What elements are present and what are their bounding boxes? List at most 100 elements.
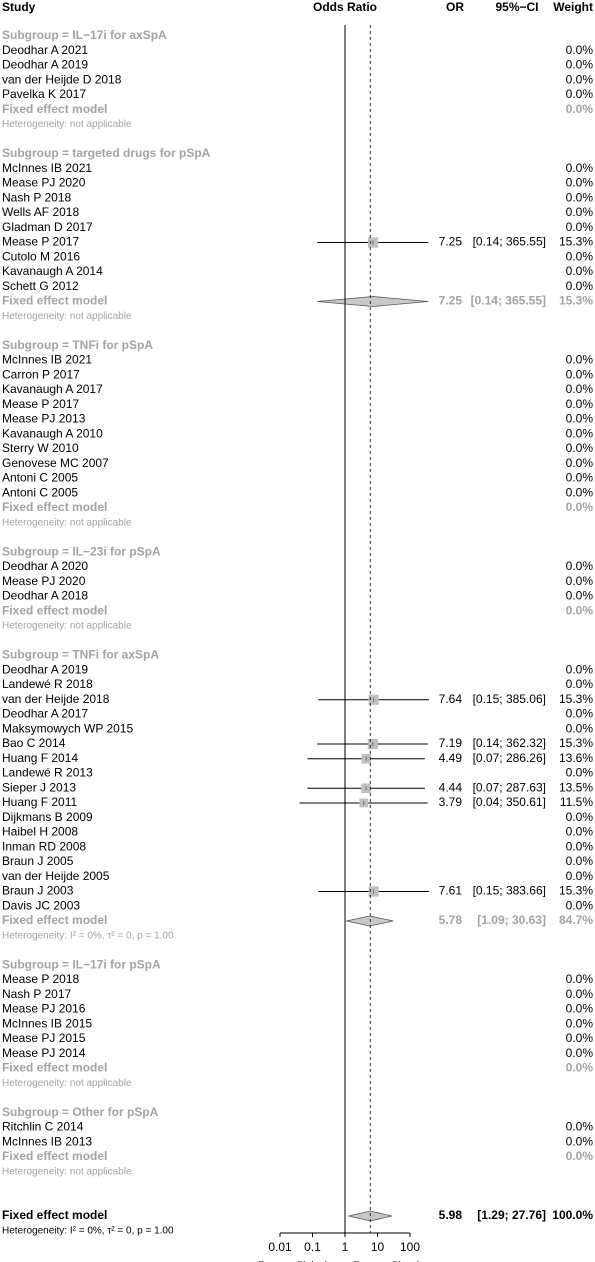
weight-label: 15.3% xyxy=(559,736,593,750)
heterogeneity: Heterogeneity: not applicable xyxy=(2,517,132,528)
ci-label: [1.09; 30.63] xyxy=(477,913,546,927)
weight-label: 0.0% xyxy=(566,471,594,485)
subgroup-title: Subgroup = targeted drugs for pSpA xyxy=(2,146,211,160)
weight-label: 0.0% xyxy=(566,869,594,883)
weight-label: 0.0% xyxy=(566,972,594,986)
weight-label: 0.0% xyxy=(566,662,594,676)
study-name: Deodhar A 2021 xyxy=(2,43,88,57)
fixed-label: Fixed effect model xyxy=(2,294,107,308)
subgroup-title: Subgroup = IL−17i for axSpA xyxy=(2,28,167,42)
ci-label: [0.14; 365.55] xyxy=(473,235,546,249)
study-name: Sterry W 2010 xyxy=(2,441,79,455)
study-name: Deodhar A 2017 xyxy=(2,707,88,721)
weight-label: 0.0% xyxy=(566,810,594,824)
weight-label: 0.0% xyxy=(566,161,594,175)
study-name: van der Heijde 2018 xyxy=(2,692,110,706)
study-name: Nash P 2018 xyxy=(2,190,71,204)
study-name: Huang F 2011 xyxy=(2,795,77,809)
weight-label: 0.0% xyxy=(566,1031,594,1045)
heterogeneity: Heterogeneity: I² = 0%, τ² = 0, p = 1.00 xyxy=(2,930,174,941)
study-name: Schett G 2012 xyxy=(2,279,79,293)
fixed-label: Fixed effect model xyxy=(2,102,107,116)
weight-label: 0.0% xyxy=(566,205,594,219)
weight-label: 0.0% xyxy=(566,397,594,411)
study-name: Ritchlin C 2014 xyxy=(2,1120,84,1134)
weight-label: 0.0% xyxy=(566,603,594,617)
study-name: Genovese MC 2007 xyxy=(2,456,109,470)
heterogeneity: Heterogeneity: not applicable xyxy=(2,621,132,632)
study-name: Mease PJ 2013 xyxy=(2,412,86,426)
weight-label: 0.0% xyxy=(566,589,594,603)
summary-diamond xyxy=(346,915,394,927)
weight-label: 0.0% xyxy=(566,898,594,912)
or-value: 7.25 xyxy=(439,294,463,308)
weight-label: 0.0% xyxy=(566,500,594,514)
study-name: McInnes IB 2021 xyxy=(2,353,92,367)
weight-label: 0.0% xyxy=(566,721,594,735)
study-name: Bao C 2014 xyxy=(2,736,66,750)
weight-label: 0.0% xyxy=(566,353,594,367)
header-or: OR xyxy=(446,0,464,14)
heterogeneity: Heterogeneity: not applicable xyxy=(2,1078,132,1089)
heterogeneity: Heterogeneity: not applicable xyxy=(2,311,132,322)
subgroup-title: Subgroup = TNFi for pSpA xyxy=(2,338,153,352)
fixed-label: Fixed effect model xyxy=(2,500,107,514)
weight-label: 84.7% xyxy=(559,913,593,927)
weight-label: 0.0% xyxy=(566,220,594,234)
weight-label: 0.0% xyxy=(566,382,594,396)
header-ci: 95%−CI xyxy=(495,0,538,14)
study-name: Landewé R 2018 xyxy=(2,677,93,691)
or-value: 5.98 xyxy=(439,1208,463,1222)
study-name: Davis JC 2003 xyxy=(2,898,80,912)
weight-label: 0.0% xyxy=(566,1149,594,1163)
study-name: Kavanaugh A 2017 xyxy=(2,382,103,396)
study-name: Deodhar A 2019 xyxy=(2,58,88,72)
weight-label: 0.0% xyxy=(566,412,594,426)
study-name: Haibel H 2008 xyxy=(2,825,78,839)
study-name: Antoni C 2005 xyxy=(2,471,78,485)
or-value: 5.78 xyxy=(439,913,463,927)
weight-label: 11.5% xyxy=(560,795,593,809)
or-value: 4.49 xyxy=(439,751,463,765)
summary-diamond xyxy=(317,296,429,307)
study-name: Braun J 2003 xyxy=(2,884,74,898)
weight-label: 0.0% xyxy=(566,766,594,780)
or-value: 4.44 xyxy=(439,780,463,794)
study-name: Mease PJ 2015 xyxy=(2,1031,86,1045)
heterogeneity: Heterogeneity: not applicable xyxy=(2,1166,132,1177)
weight-label: 0.0% xyxy=(566,249,594,263)
fixed-label: Fixed effect model xyxy=(2,1149,107,1163)
weight-label: 0.0% xyxy=(566,1002,594,1016)
study-name: Antoni C 2005 xyxy=(2,485,78,499)
study-name: McInnes IB 2021 xyxy=(2,161,92,175)
weight-label: 100.0% xyxy=(552,1208,593,1222)
study-name: Mease PJ 2016 xyxy=(2,1002,86,1016)
weight-label: 0.0% xyxy=(566,574,594,588)
study-name: Deodhar A 2020 xyxy=(2,559,88,573)
study-name: Carron P 2017 xyxy=(2,367,80,381)
weight-label: 0.0% xyxy=(566,456,594,470)
study-name: Dijkmans B 2009 xyxy=(2,810,93,824)
ci-label: [0.04; 350.61] xyxy=(473,795,546,809)
ci-label: [0.15; 385.06] xyxy=(473,692,546,706)
study-name: Mease PJ 2020 xyxy=(2,574,86,588)
header-plot: Odds Ratio xyxy=(313,0,377,14)
favours-right: Favours Placebo xyxy=(353,1261,428,1262)
subgroup-title: Subgroup = IL−23i for pSpA xyxy=(2,544,161,558)
weight-label: 15.3% xyxy=(559,884,593,898)
study-name: van der Heijde D 2018 xyxy=(2,72,122,86)
x-tick-label: 1 xyxy=(342,1240,349,1254)
weight-label: 0.0% xyxy=(566,87,594,101)
study-name: Gladman D 2017 xyxy=(2,220,93,234)
weight-label: 13.6% xyxy=(559,751,593,765)
weight-label: 0.0% xyxy=(566,1134,594,1148)
weight-label: 0.0% xyxy=(566,559,594,573)
study-name: Mease P 2017 xyxy=(2,235,79,249)
study-name: van der Heijde 2005 xyxy=(2,869,110,883)
weight-label: 0.0% xyxy=(566,176,594,190)
weight-label: 0.0% xyxy=(566,279,594,293)
weight-label: 0.0% xyxy=(566,426,594,440)
ci-label: [0.14; 362.32] xyxy=(473,736,546,750)
weight-label: 0.0% xyxy=(566,987,594,1001)
